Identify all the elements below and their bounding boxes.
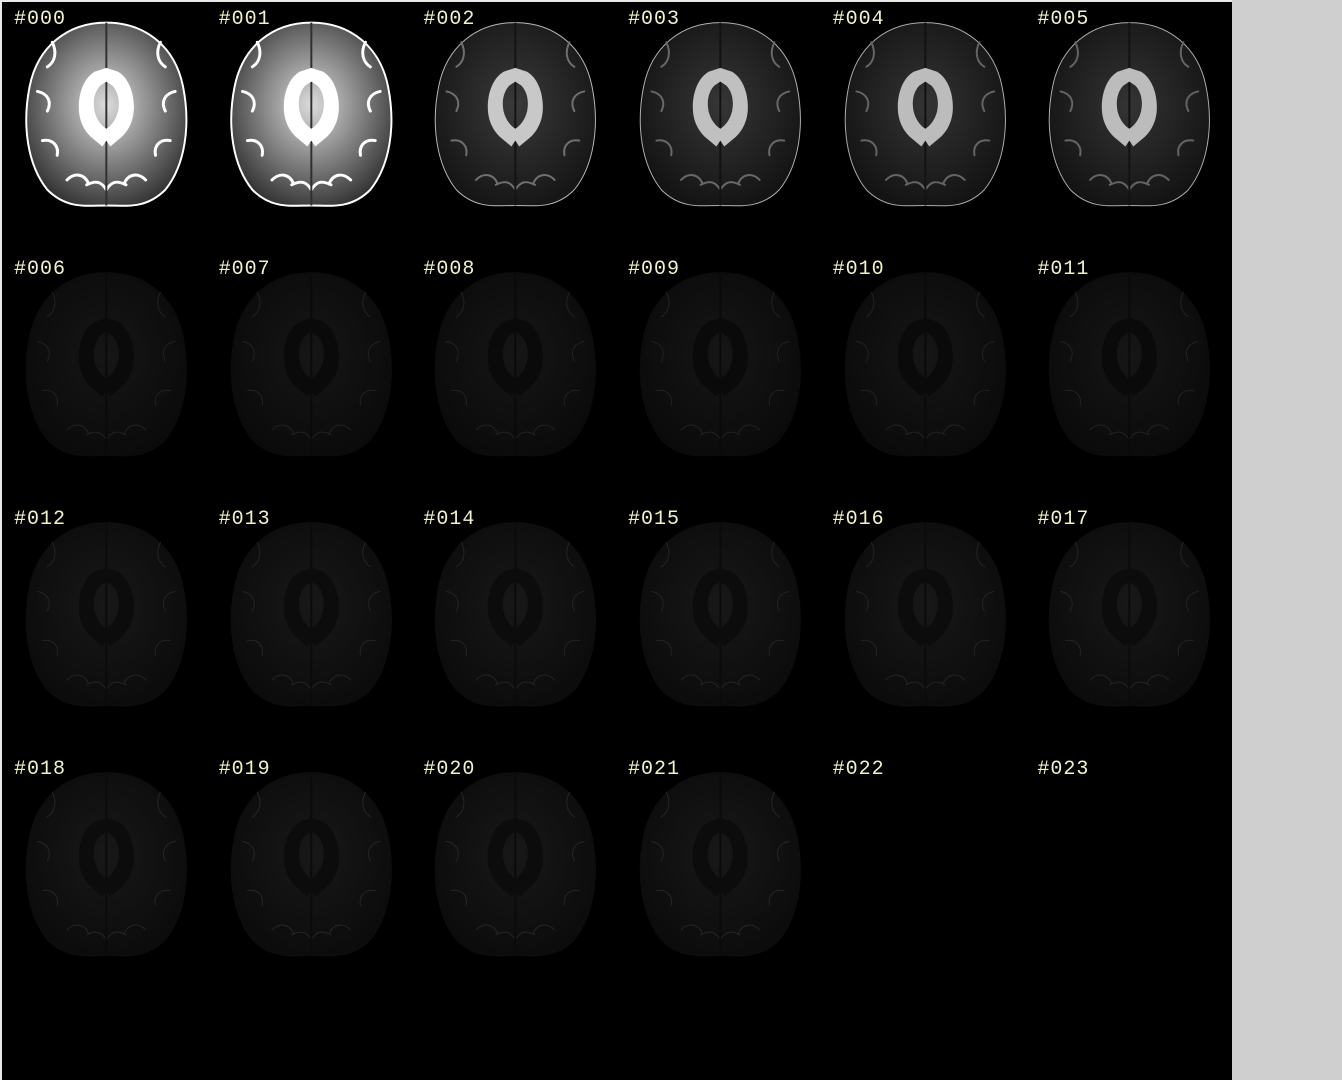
brain-slice-image — [8, 6, 205, 226]
brain-slice-image — [8, 256, 205, 476]
brain-slice-image — [417, 756, 614, 976]
slice-label: #020 — [423, 758, 475, 781]
slice-label: #023 — [1037, 758, 1089, 781]
slice-cell[interactable]: #016 — [827, 506, 1024, 726]
slice-label: #005 — [1037, 8, 1089, 31]
slice-label: #003 — [628, 8, 680, 31]
slice-label: #014 — [423, 508, 475, 531]
image-viewer-panel: #000 #001 #002 #003 #004 #005 #006 #007 #008 #009… — [0, 0, 1232, 1080]
right-gutter — [1232, 0, 1342, 1080]
slice-cell[interactable]: #001 — [213, 6, 410, 226]
brain-slice-image — [8, 756, 205, 976]
slice-label: #022 — [833, 758, 885, 781]
brain-slice-image — [622, 506, 819, 726]
slice-cell[interactable]: #017 — [1031, 506, 1228, 726]
slice-cell[interactable]: #002 — [417, 6, 614, 226]
slice-label: #012 — [14, 508, 66, 531]
brain-slice-image — [417, 506, 614, 726]
brain-slice-image — [417, 256, 614, 476]
slice-label: #000 — [14, 8, 66, 31]
slice-label: #009 — [628, 258, 680, 281]
brain-slice-image — [622, 256, 819, 476]
slice-cell[interactable]: #004 — [827, 6, 1024, 226]
slice-cell[interactable]: #012 — [8, 506, 205, 726]
brain-slice-image — [827, 256, 1024, 476]
brain-slice-image — [1031, 506, 1228, 726]
brain-slice-image — [213, 756, 410, 976]
slice-cell[interactable]: #019 — [213, 756, 410, 976]
slice-cell[interactable]: #010 — [827, 256, 1024, 476]
slice-label: #013 — [219, 508, 271, 531]
slice-label: #019 — [219, 758, 271, 781]
brain-slice-image — [417, 6, 614, 226]
brain-slice-image — [622, 756, 819, 976]
slice-cell[interactable]: #011 — [1031, 256, 1228, 476]
brain-slice-image — [1031, 256, 1228, 476]
slice-label: #002 — [423, 8, 475, 31]
slice-label: #018 — [14, 758, 66, 781]
slice-label: #010 — [833, 258, 885, 281]
brain-slice-image — [827, 506, 1024, 726]
slice-label: #007 — [219, 258, 271, 281]
slice-label: #006 — [14, 258, 66, 281]
slice-cell[interactable]: #009 — [622, 256, 819, 476]
slice-label: #016 — [833, 508, 885, 531]
brain-slice-image — [213, 506, 410, 726]
slice-label: #017 — [1037, 508, 1089, 531]
slice-label: #004 — [833, 8, 885, 31]
slice-label: #011 — [1037, 258, 1089, 281]
slice-label: #008 — [423, 258, 475, 281]
slice-cell[interactable]: #023 — [1031, 756, 1228, 976]
slice-label: #021 — [628, 758, 680, 781]
slice-cell[interactable]: #003 — [622, 6, 819, 226]
slice-label: #001 — [219, 8, 271, 31]
slice-cell[interactable]: #021 — [622, 756, 819, 976]
brain-slice-image — [213, 6, 410, 226]
slice-cell[interactable]: #008 — [417, 256, 614, 476]
slice-cell[interactable]: #000 — [8, 6, 205, 226]
slice-cell[interactable]: #007 — [213, 256, 410, 476]
slice-cell[interactable]: #005 — [1031, 6, 1228, 226]
slice-cell[interactable]: #020 — [417, 756, 614, 976]
brain-slice-image — [8, 506, 205, 726]
brain-slice-image — [622, 6, 819, 226]
slice-cell[interactable]: #018 — [8, 756, 205, 976]
brain-slice-image — [827, 6, 1024, 226]
brain-slice-image — [1031, 6, 1228, 226]
brain-slice-image — [213, 256, 410, 476]
slice-grid: #000 #001 #002 #003 #004 #005 #006 #007 #008 #009… — [4, 4, 1232, 1080]
slice-cell[interactable]: #006 — [8, 256, 205, 476]
slice-cell[interactable]: #013 — [213, 506, 410, 726]
slice-cell[interactable]: #015 — [622, 506, 819, 726]
slice-cell[interactable]: #014 — [417, 506, 614, 726]
slice-label: #015 — [628, 508, 680, 531]
slice-cell[interactable]: #022 — [827, 756, 1024, 976]
